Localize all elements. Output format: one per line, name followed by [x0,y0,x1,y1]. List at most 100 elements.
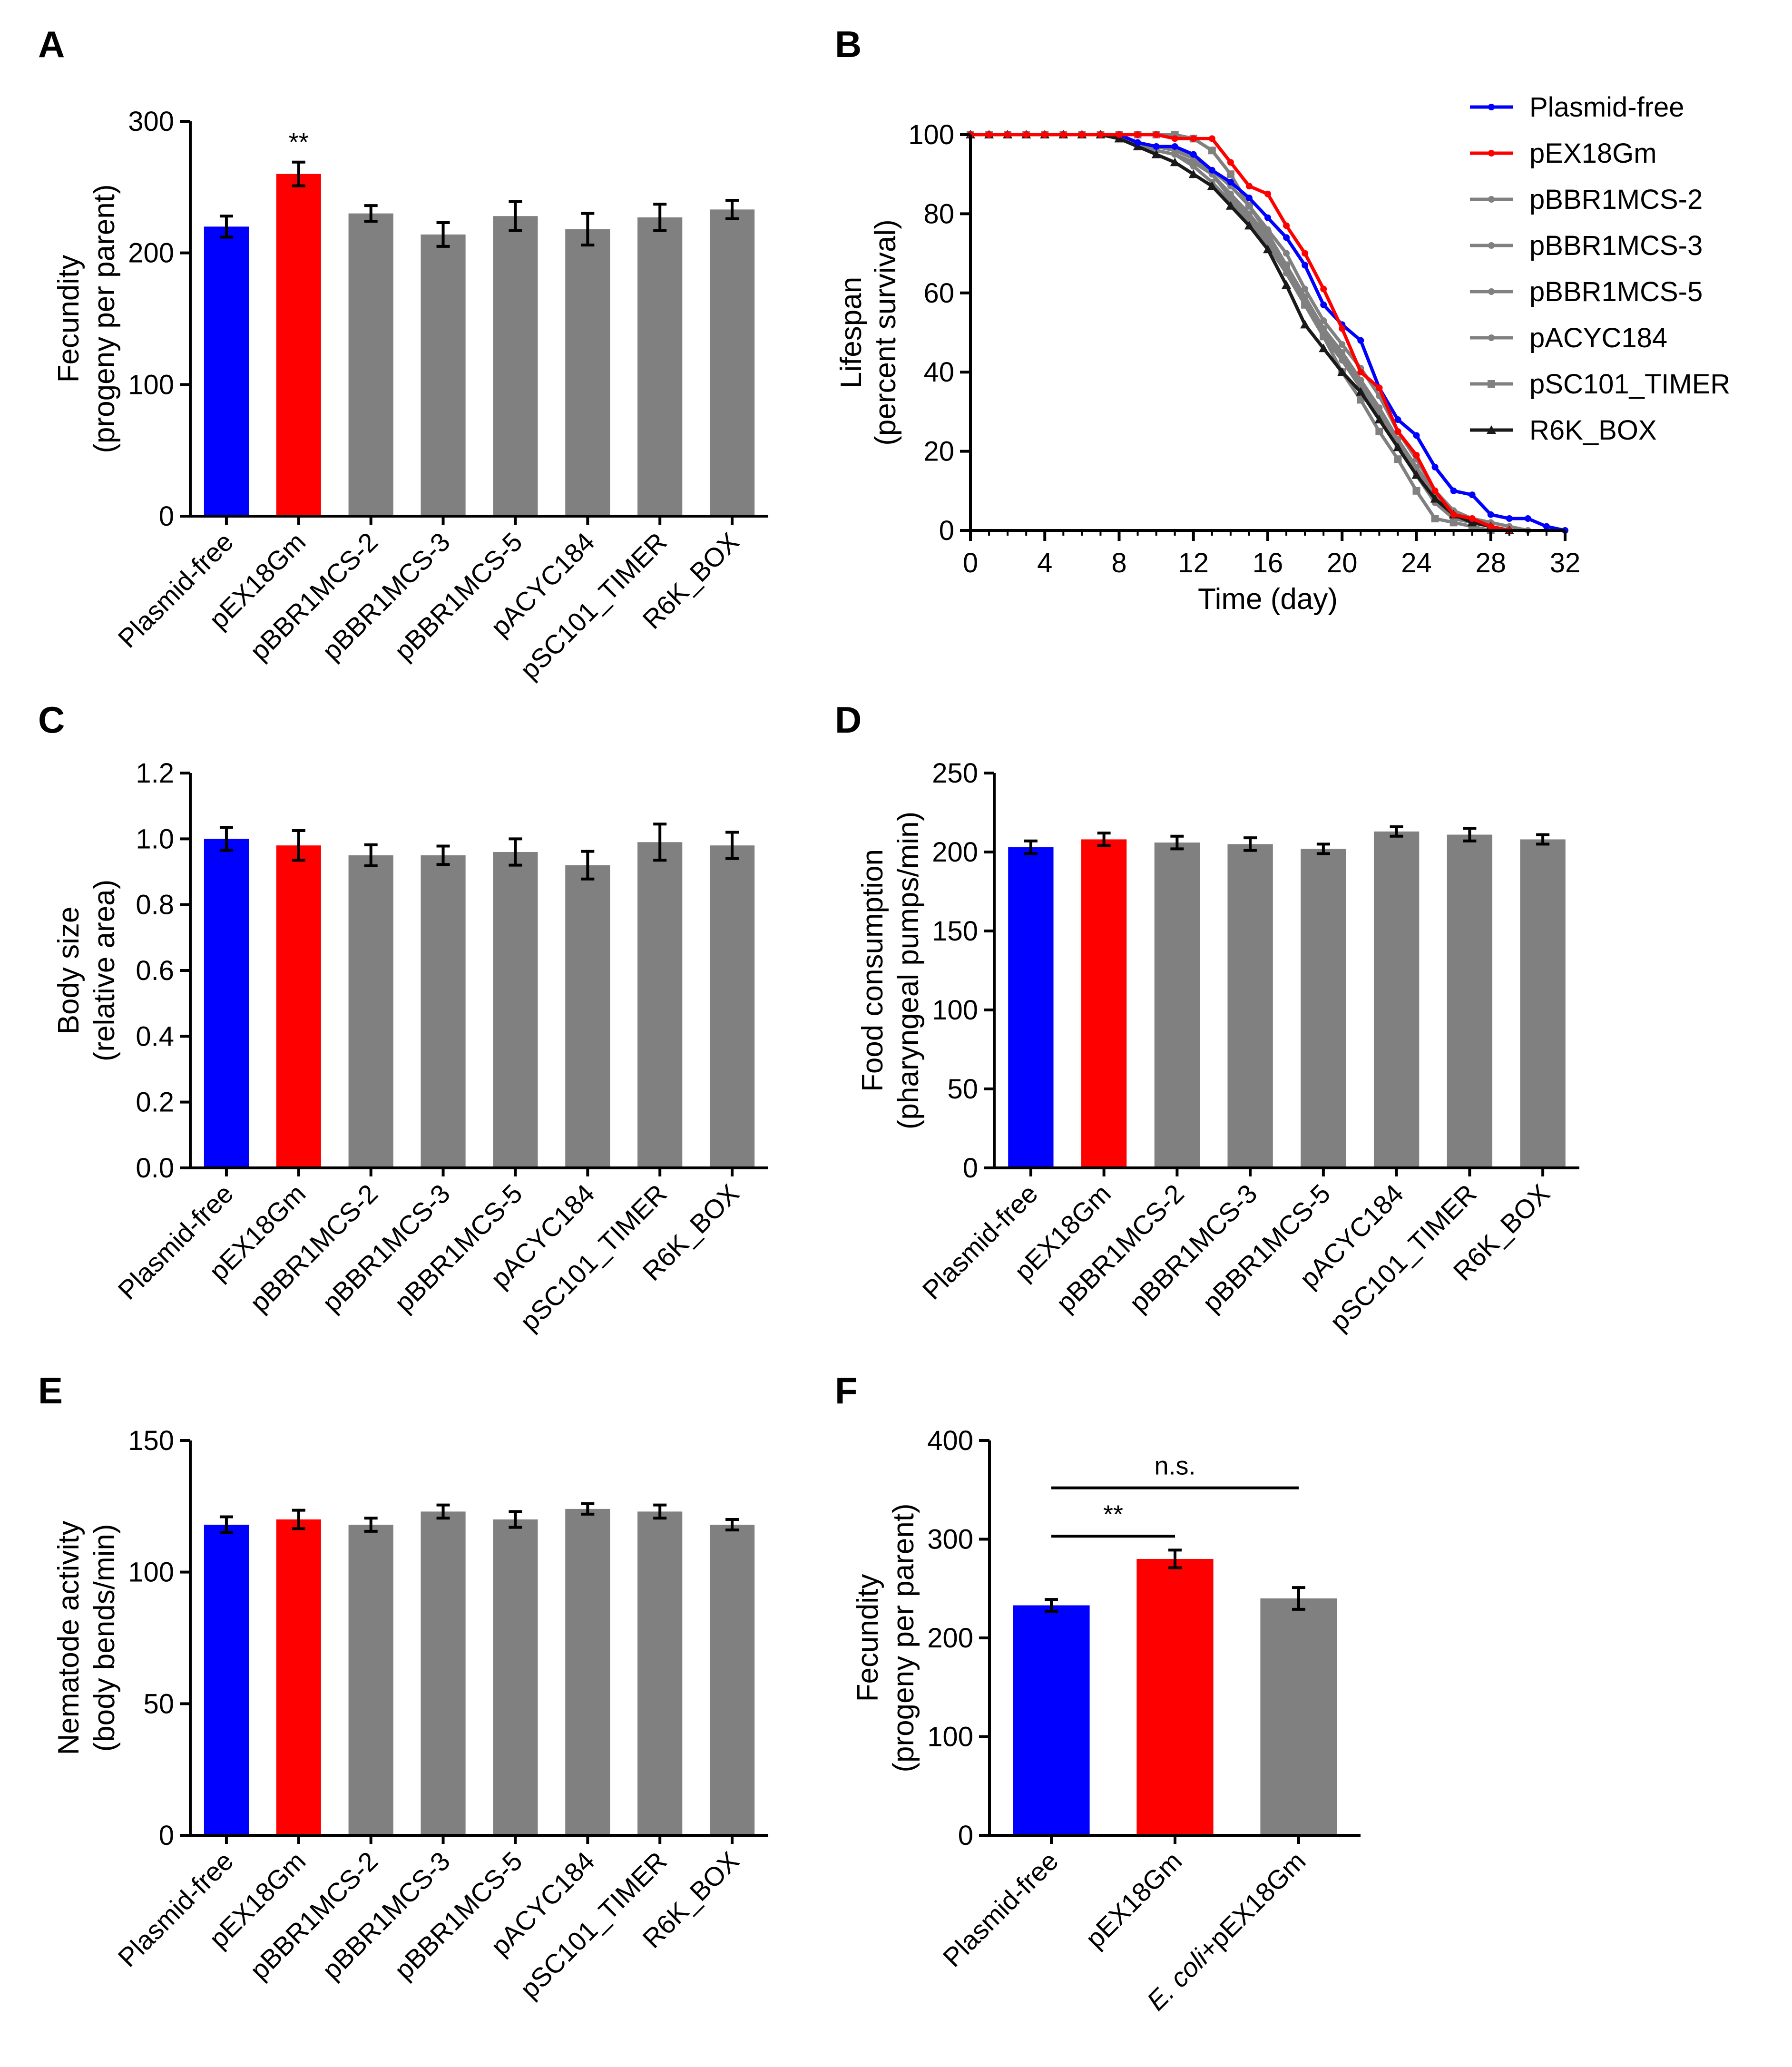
category-label-text: pBBR1MCS-5 [389,1846,528,1985]
legend: Plasmid-free pEX18Gm pBBR1MCS-2 pBBR1MCS-3 p… [1470,92,1730,446]
data-point [1413,463,1420,470]
data-point [1190,135,1197,142]
x-tick-label: 16 [1253,548,1283,578]
data-point [1153,143,1160,150]
category-label-text: Plasmid-free [937,1846,1064,1973]
error-bar [1463,827,1477,842]
data-point [1171,135,1178,142]
bar-r6k-box [709,845,755,1168]
data-point [1134,139,1141,146]
legend-label: pBBR1MCS-5 [1529,276,1703,307]
category-label-text: pBBR1MCS-5 [1196,1178,1336,1318]
category-label-text: pBBR1MCS-3 [316,1178,456,1318]
data-point [1487,511,1494,518]
data-point [1319,343,1329,353]
y-tick-label: 200 [927,1623,973,1654]
x-tick-label: 28 [1475,548,1506,578]
error-bar [292,160,305,187]
category-label: pBBR1MCS-2 [244,1846,383,1985]
category-label: pEX18Gm [1079,1846,1187,1954]
data-point [1357,376,1364,383]
data-point [1394,416,1401,423]
error-bar [1168,1548,1182,1569]
data-point [1114,134,1124,143]
data-point [1208,147,1216,155]
data-point [986,131,993,138]
bar-r6k-box [1520,839,1566,1168]
data-point [1320,285,1327,293]
bar-pex18gm [276,845,321,1168]
data-point [1133,141,1143,150]
x-axis-label: Time (day) [1198,583,1338,616]
x-tick-label: 32 [1550,548,1581,578]
data-point [1023,131,1030,138]
legend-label: Plasmid-free [1529,92,1684,123]
legend-entry: pEX18Gm [1470,138,1657,169]
data-point [1097,131,1104,138]
data-point [1376,404,1383,411]
y-tick-label: 0.0 [136,1153,174,1184]
legend-entry: Plasmid-free [1470,92,1684,123]
legend-label: R6K_BOX [1529,415,1657,446]
category-label-text: Plasmid-free [917,1178,1044,1305]
y-tick-label: 20 [923,436,954,467]
y-tick-label: 80 [923,198,954,229]
legend-swatch-marker [1488,196,1495,203]
y-tick-label: 200 [128,238,174,269]
data-point [1227,195,1234,202]
error-bar [509,837,522,867]
legend-label: pSC101_TIMER [1529,369,1730,400]
y-tick-label: 1.2 [136,758,174,789]
y-tick-label: 50 [947,1074,978,1105]
data-point [1467,518,1477,527]
y-axis-label-units: (percent survival) [869,219,902,445]
comparison-label: n.s. [1154,1452,1195,1480]
data-point [1339,341,1346,348]
y-axis-label: Fecundity [52,255,85,383]
category-label-text: pBBR1MCS-2 [244,1178,383,1318]
bar-pbbr1mcs-5 [493,852,538,1168]
y-tick-label: 0 [958,1820,973,1851]
error-bar [509,1510,522,1529]
data-point [1188,169,1198,178]
category-label-text: pBBR1MCS-2 [1050,1178,1190,1318]
category-label: pBBR1MCS-2 [244,1178,383,1318]
bar-r6k-box [709,1525,755,1835]
data-point [1357,396,1365,404]
bar-plasmid-free [204,1525,249,1835]
data-point [1394,428,1401,435]
x-tick-label: 4 [1037,548,1052,578]
error-bar [1316,842,1330,855]
data-point [1283,261,1291,269]
error-bar [1024,839,1038,855]
data-point [1170,157,1180,167]
bar-pbbr1mcs-5 [493,1519,538,1835]
data-point [1469,515,1476,522]
category-label-text: pBBR1MCS-5 [389,527,528,666]
category-label-text: pBBR1MCS-5 [389,1178,528,1318]
category-label: Plasmid-free [937,1846,1064,1973]
error-bar [1390,825,1403,838]
comparison-label: ** [1103,1500,1123,1528]
category-label-text: Plasmid-free [112,1846,239,1973]
data-point [1283,222,1290,229]
y-tick-label: 40 [923,357,954,388]
error-bar [581,212,595,247]
error-bar [219,215,233,239]
error-bar [1170,834,1184,851]
y-tick-label: 100 [128,369,174,400]
error-bar [653,203,667,232]
legend-swatch-marker [1488,288,1495,295]
category-label: pBBR1MCS-3 [1123,1178,1263,1318]
y-tick-label: 100 [932,995,978,1026]
data-point [1413,451,1420,459]
data-point [1320,333,1328,341]
data-point [1394,455,1402,463]
category-label: pBBR1MCS-5 [389,1846,528,1985]
category-label: Plasmid-free [112,1178,239,1305]
error-bar [219,826,233,852]
data-point [1282,280,1292,289]
y-axis-label: Fecundity [852,1574,884,1702]
y-tick-label: 100 [927,1722,973,1753]
data-point [1116,131,1123,138]
